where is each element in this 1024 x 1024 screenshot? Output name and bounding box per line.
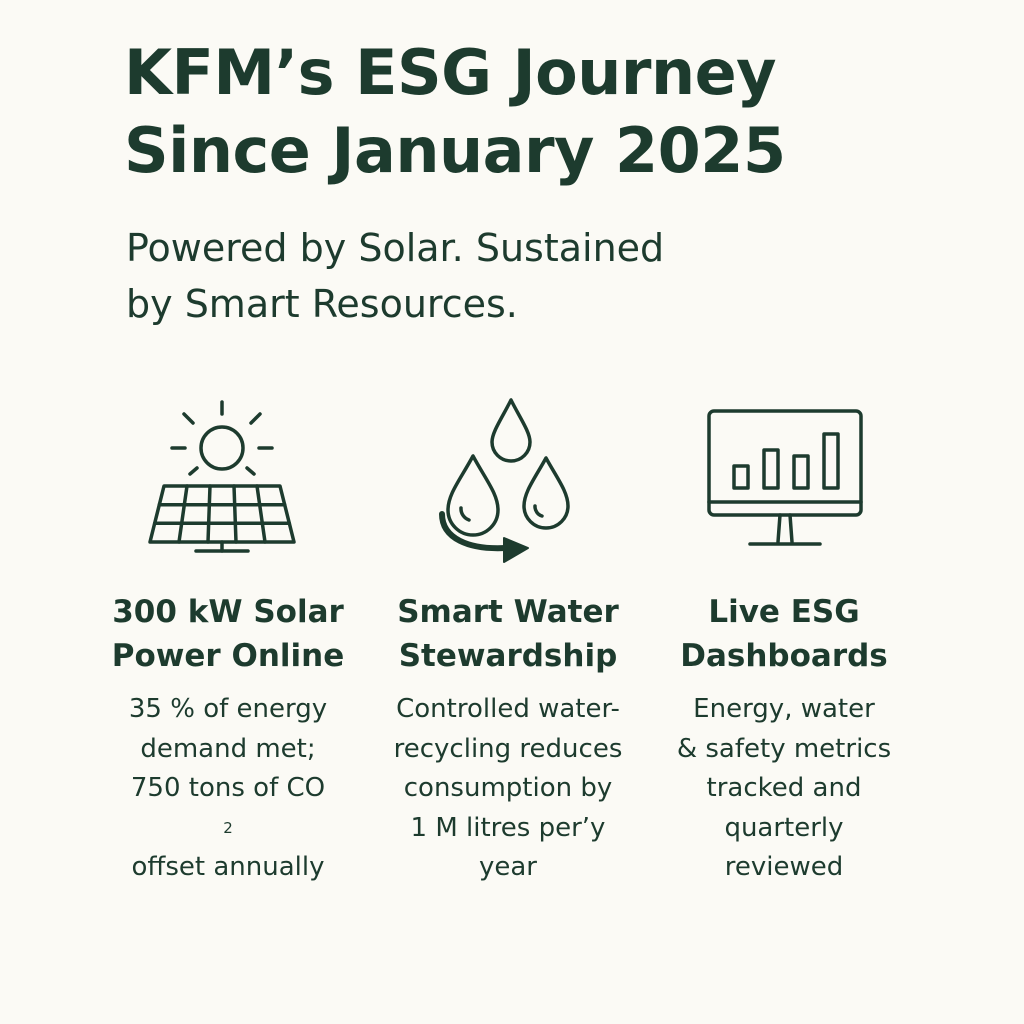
feature-dashboards-description: Energy, water & safety metrics tracked a… [634,690,934,888]
feature-dashboards-description-line-5: reviewed [724,852,844,882]
feature-water-description-line-3: consumption by [403,773,613,803]
solar-panel-icon [146,398,298,554]
feature-dashboards-heading: Live ESG Dashboards [634,590,934,678]
feature-solar-heading-line-1: 300 kW Solar [112,594,344,630]
feature-water-heading-line-2: Stewardship [398,638,618,674]
feature-solar-description-line-4: offset annually [131,852,325,882]
page-subtitle: Powered by Solar. Sustained by Smart Res… [126,220,664,332]
page-title: KFM’s ESG Journey Since January 2025 [124,34,786,190]
feature-dashboards-description-line-3: tracked and [706,773,862,803]
feature-dashboards-description-line-2: & safety metrics [676,733,892,764]
page-subtitle-line-1: Powered by Solar. Sustained [126,226,665,270]
feature-water-description: Controlled water- recycling reduces cons… [358,690,658,888]
feature-dashboards: Live ESG Dashboards Energy, water & safe… [634,590,934,888]
co2-subscript: 2 [223,818,233,837]
feature-solar-description-line-3: 750 tons of CO 2 [78,769,378,848]
feature-solar-heading-line-2: Power Online [111,638,345,674]
feature-water-heading-line-1: Smart Water [397,594,619,630]
water-drops-icon [428,396,578,572]
feature-water-description-line-5: year [478,852,537,882]
page-title-line-1: KFM’s ESG Journey [124,36,777,109]
feature-water-heading: Smart Water Stewardship [358,590,658,678]
co2-text: 750 tons of CO [130,773,326,803]
feature-solar-description-line-2: demand met; [140,733,316,764]
page-title-line-2: Since January 2025 [124,114,786,187]
feature-solar-description-line-1: 35 % of energy [128,694,328,724]
page-subtitle-line-2: by Smart Resources. [126,282,518,326]
feature-water-description-line-2: recycling reduces [393,733,623,764]
feature-solar-description: 35 % of energy demand met; 750 tons of C… [78,690,378,888]
feature-solar: 300 kW Solar Power Online 35 % of energy… [78,590,378,888]
feature-dashboards-heading-line-2: Dashboards [680,638,888,674]
feature-dashboards-description-line-1: Energy, water [693,694,875,724]
dashboard-monitor-icon [706,408,864,548]
feature-water-description-line-4: 1 M litres per’y [410,812,606,843]
feature-water: Smart Water Stewardship Controlled water… [358,590,658,888]
feature-dashboards-heading-line-1: Live ESG [708,594,860,630]
feature-water-description-line-1: Controlled water- [396,694,620,724]
feature-dashboards-description-line-4: quarterly [724,812,844,843]
feature-solar-heading: 300 kW Solar Power Online [78,590,378,678]
